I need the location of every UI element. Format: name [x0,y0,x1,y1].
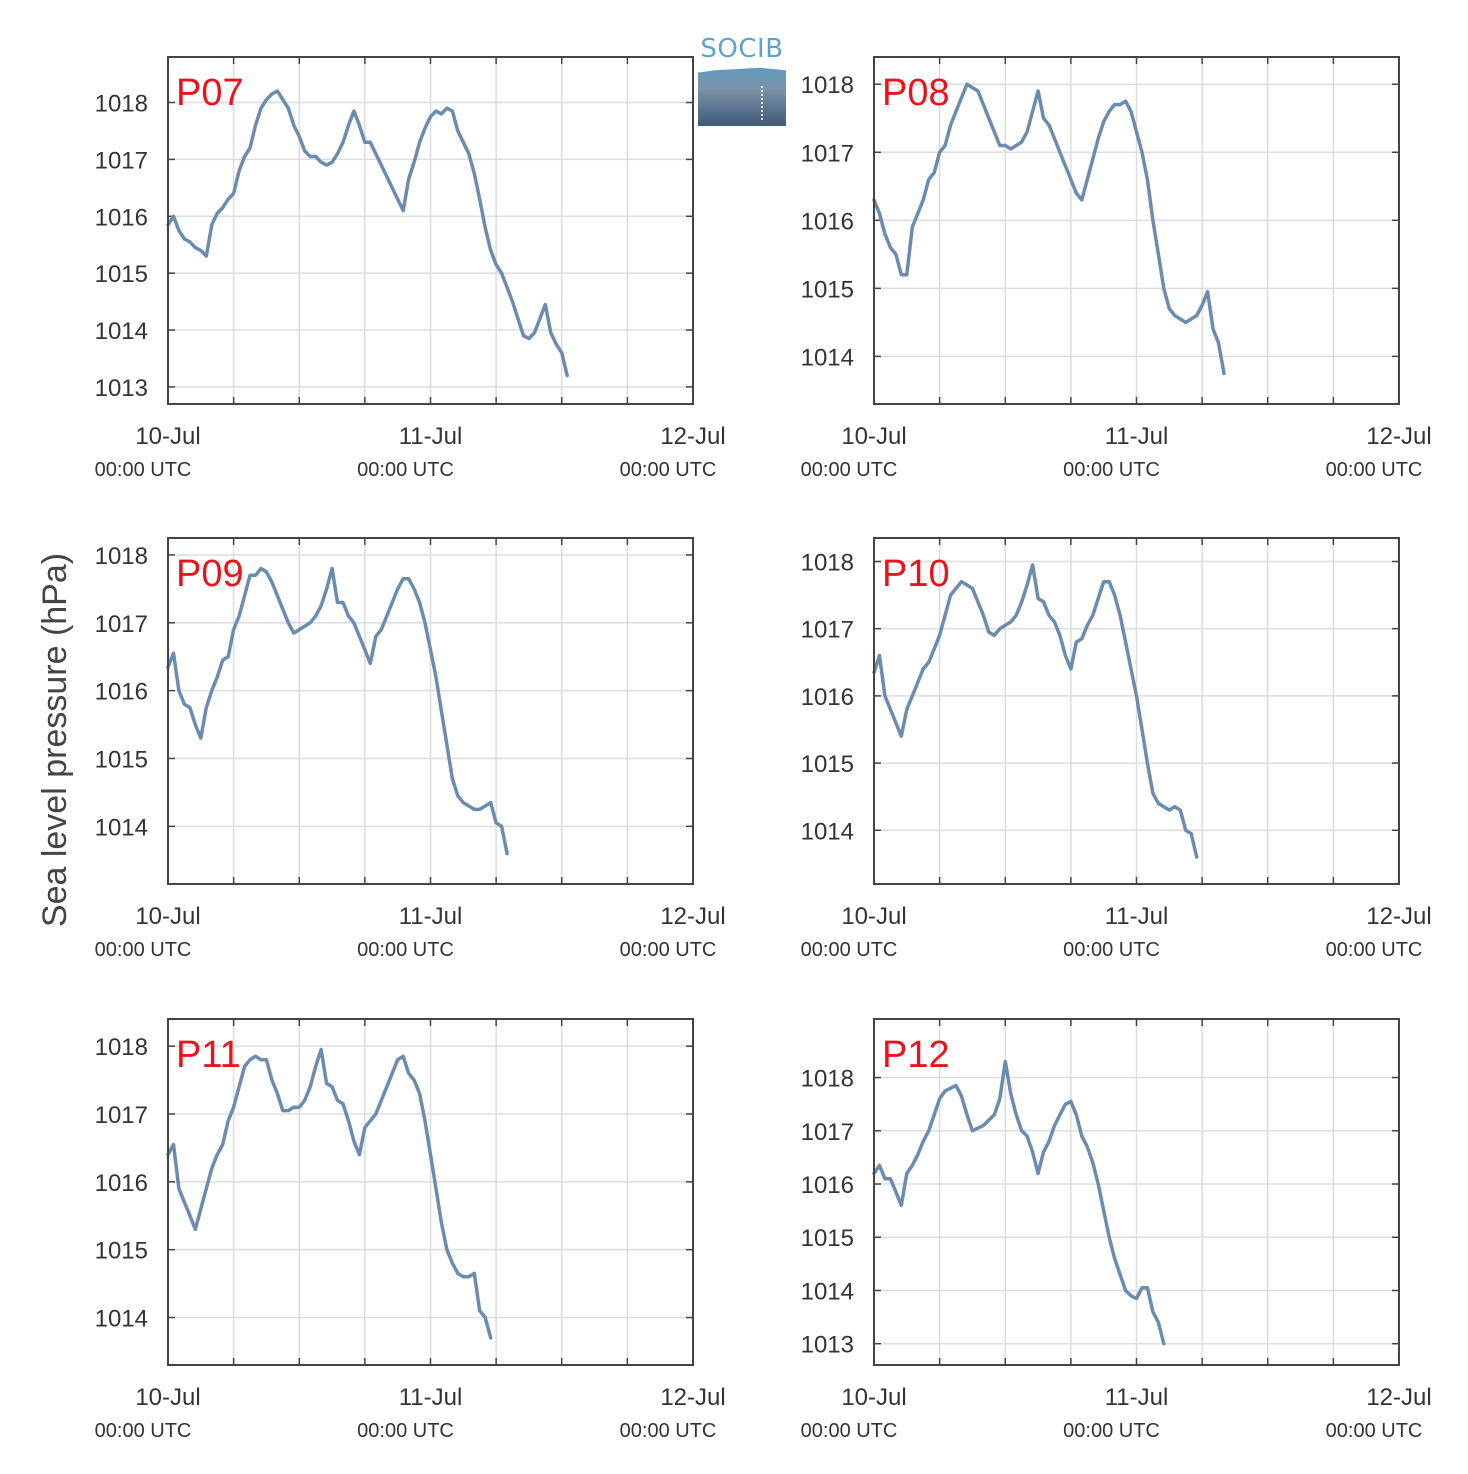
x-tick-time-label: 00:00 UTC [357,939,454,961]
y-tick-label: 1015 [95,261,148,288]
y-tick-label: 1015 [801,1225,854,1252]
y-tick-label: 1014 [801,344,854,371]
pressure-series-line [166,1047,493,1340]
panel-p12: 1013 1014 1015 1016 1017 1018 P12 10-Jul 00:00 U… [801,1018,1432,1442]
y-tick-label: 1013 [801,1332,854,1359]
x-tick-date-label: 10-Jul [841,423,906,450]
x-tick-time-label: 00:00 UTC [801,939,898,961]
x-tick-date-label: 12-Jul [1366,1384,1431,1411]
logo-dots [761,86,765,120]
socib-logo: SOCIB [697,34,787,126]
x-tick-time-label: 00:00 UTC [1063,939,1160,961]
plot-frame [167,56,694,405]
x-tick-date-label: 10-Jul [135,423,200,450]
panel-p07: 1013 1014 1015 1016 1017 1018 P07 10-Jul 00:00 U… [95,56,726,481]
plot-frame [873,56,1400,405]
y-tick-label: 1018 [95,1034,148,1061]
x-tick-time-label: 00:00 UTC [1326,939,1423,961]
x-tick-time-label: 00:00 UTC [801,459,898,481]
chart-panels: 1013 1014 1015 1016 1017 1018 P07 10-Jul 00:00 U… [95,56,1432,1442]
y-tick-label: 1013 [95,375,148,402]
y-tick-label: 1014 [801,1278,854,1305]
x-tick-date-label: 11-Jul [1105,903,1169,930]
y-tick-label: 1017 [95,147,148,174]
y-tick-label: 1016 [95,1170,148,1197]
x-tick-date-label: 12-Jul [660,423,725,450]
y-tick-label: 1015 [95,746,148,773]
x-tick-time-label: 00:00 UTC [620,939,717,961]
x-tick-time-label: 00:00 UTC [95,459,192,481]
y-tick-label: 1018 [801,1066,854,1093]
y-tick-label: 1018 [95,543,148,570]
x-tick-date-label: 11-Jul [1105,423,1169,450]
y-tick-label: 1015 [801,751,854,778]
logo-text: SOCIB [700,34,784,64]
panel-p09: 1014 1015 1016 1017 1018 P09 10-Jul 00:00 UTC 11… [95,537,726,961]
x-tick-time-label: 00:00 UTC [801,1420,898,1442]
station-label: P09 [176,553,244,595]
panel-p10: 1014 1015 1016 1017 1018 P10 10-Jul 00:00 UTC 11… [801,537,1432,961]
x-tick-date-label: 11-Jul [399,423,463,450]
x-tick-time-label: 00:00 UTC [95,1420,192,1442]
pressure-series-line [872,563,1199,859]
x-tick-date-label: 12-Jul [660,1384,725,1411]
x-tick-time-label: 00:00 UTC [1063,459,1160,481]
x-tick-time-label: 00:00 UTC [620,459,717,481]
y-tick-label: 1018 [801,550,854,577]
plot-frame [873,537,1400,885]
pressure-series-line [872,1059,1166,1346]
y-tick-label: 1017 [95,611,148,638]
plot-frame [873,1018,1400,1366]
x-tick-date-label: 11-Jul [399,903,463,930]
x-tick-date-label: 10-Jul [841,903,906,930]
x-tick-date-label: 12-Jul [1366,903,1431,930]
x-tick-time-label: 00:00 UTC [357,459,454,481]
panel-p11: 1014 1015 1016 1017 1018 P11 10-Jul 00:00 UTC 11… [95,1018,726,1442]
x-tick-date-label: 10-Jul [135,903,200,930]
x-tick-date-label: 11-Jul [399,1384,463,1411]
y-tick-label: 1017 [801,617,854,644]
y-tick-label: 1014 [95,1306,148,1333]
station-label: P12 [882,1034,950,1076]
y-tick-label: 1017 [95,1102,148,1129]
station-label: P08 [882,72,950,114]
logo-graphic [698,67,786,126]
pressure-series-line [872,82,1226,376]
y-tick-label: 1014 [95,318,148,345]
y-tick-label: 1016 [801,1172,854,1199]
station-label: P10 [882,553,950,595]
panel-p08: 1014 1015 1016 1017 1018 P08 10-Jul 00:00 UTC 11… [801,56,1432,481]
x-tick-time-label: 00:00 UTC [1326,459,1423,481]
station-label: P07 [176,72,244,114]
x-tick-time-label: 00:00 UTC [95,939,192,961]
plot-frame [167,1018,694,1366]
y-tick-label: 1014 [95,814,148,841]
y-tick-label: 1018 [95,91,148,118]
y-tick-label: 1016 [801,684,854,711]
y-tick-label: 1015 [95,1238,148,1265]
x-tick-date-label: 12-Jul [1366,423,1431,450]
x-tick-time-label: 00:00 UTC [1326,1420,1423,1442]
x-tick-date-label: 10-Jul [841,1384,906,1411]
pressure-series-line [166,89,569,378]
y-tick-label: 1018 [801,72,854,99]
x-tick-date-label: 11-Jul [1105,1384,1169,1411]
x-tick-time-label: 00:00 UTC [357,1420,454,1442]
y-tick-label: 1014 [801,818,854,845]
pressure-series-line [166,566,509,856]
y-tick-label: 1015 [801,276,854,303]
plot-frame [167,537,694,885]
station-label: P11 [176,1034,241,1076]
x-tick-time-label: 00:00 UTC [620,1420,717,1442]
y-tick-label: 1016 [801,208,854,235]
x-tick-time-label: 00:00 UTC [1063,1420,1160,1442]
y-tick-label: 1017 [801,140,854,167]
y-tick-label: 1017 [801,1119,854,1146]
y-tick-label: 1016 [95,204,148,231]
y-axis-label: Sea level pressure (hPa) [36,553,74,927]
x-tick-date-label: 12-Jul [660,903,725,930]
x-tick-date-label: 10-Jul [135,1384,200,1411]
y-tick-label: 1016 [95,679,148,706]
